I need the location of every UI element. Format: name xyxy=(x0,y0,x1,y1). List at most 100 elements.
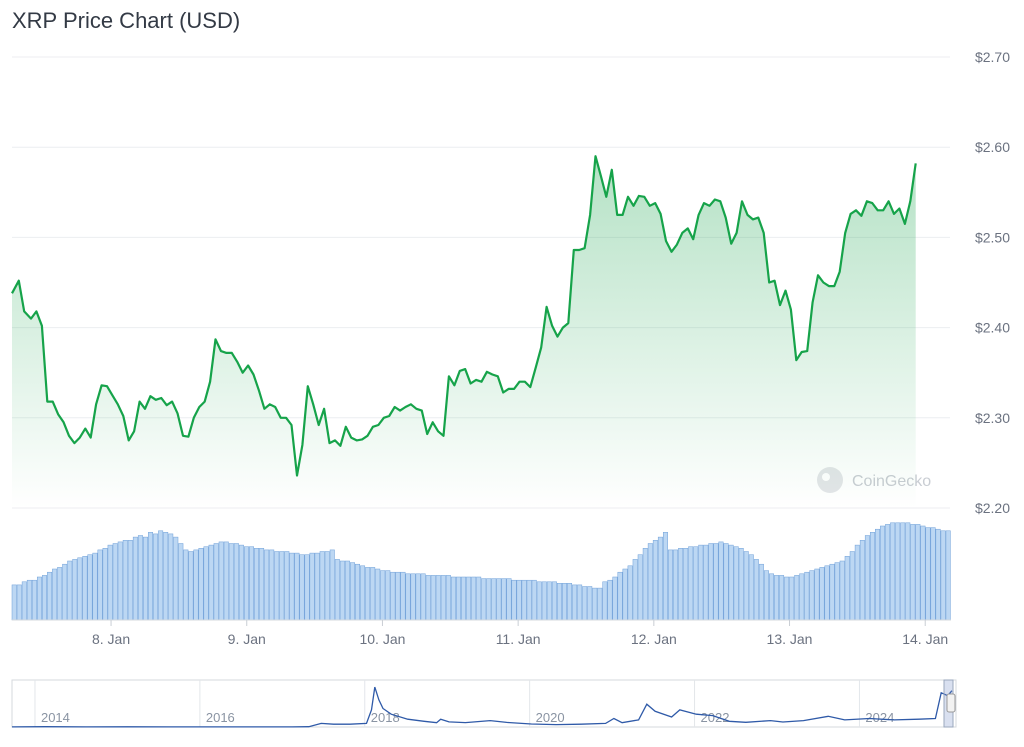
navigator-tick-label: 2024 xyxy=(865,710,894,725)
y-tick-label: $2.70 xyxy=(975,49,1010,65)
volume-bar xyxy=(617,571,623,621)
volume-bar xyxy=(678,548,684,621)
volume-bar xyxy=(673,549,679,621)
x-tick-label: 13. Jan xyxy=(767,631,813,647)
volume-bar xyxy=(511,579,517,621)
volume-bar xyxy=(814,568,820,621)
volume-bar xyxy=(794,575,800,621)
volume-bar xyxy=(486,578,492,621)
volume-bar xyxy=(435,575,441,621)
volume-bar xyxy=(243,546,249,621)
volume-bar xyxy=(395,571,401,621)
volume-bar xyxy=(425,575,431,621)
volume-bar xyxy=(849,551,855,621)
x-tick-label: 12. Jan xyxy=(631,631,677,647)
x-tick-label: 10. Jan xyxy=(359,631,405,647)
volume-bar xyxy=(314,552,320,621)
volume-bar xyxy=(562,583,567,621)
volume-bar xyxy=(779,575,785,621)
x-axis: 8. Jan 9. Jan 10. Jan 11. Jan 12. Jan 13. Jan… xyxy=(12,619,951,647)
y-tick-label: $2.60 xyxy=(975,139,1010,155)
navigator[interactable]: 2014 2016 2018 2020 2022 2024 xyxy=(11,679,957,728)
volume-bar xyxy=(693,546,699,621)
volume-bar xyxy=(213,543,219,621)
volume-bar xyxy=(577,584,583,621)
volume-bar xyxy=(733,546,739,621)
volume-bar xyxy=(254,548,260,621)
navigator-line xyxy=(11,686,953,728)
volume-bar xyxy=(57,567,63,621)
volume-bar xyxy=(319,551,325,621)
volume-bar xyxy=(284,551,290,621)
volume-bar xyxy=(738,548,744,621)
volume-bar xyxy=(36,576,42,621)
volume-bar xyxy=(72,559,78,621)
volume-bar xyxy=(885,524,891,621)
volume-bar xyxy=(607,579,613,621)
volume-bar xyxy=(173,536,179,621)
price-area xyxy=(12,156,916,508)
volume-bar xyxy=(223,541,229,621)
volume-bar xyxy=(743,551,749,621)
volume-bar xyxy=(622,568,628,621)
volume-bar xyxy=(400,571,406,621)
volume-bar xyxy=(799,573,805,621)
volume-bar xyxy=(31,579,37,621)
volume-bar xyxy=(920,525,926,621)
chart-title: XRP Price Chart (USD) xyxy=(12,8,241,33)
volume-bar xyxy=(349,562,355,621)
navigator-handle[interactable] xyxy=(946,693,956,713)
volume-bar xyxy=(294,552,300,621)
x-tick-label: 11. Jan xyxy=(496,631,541,647)
navigator-tick-label: 2014 xyxy=(41,710,70,725)
volume-bar xyxy=(647,543,653,621)
volume-bar xyxy=(819,567,825,621)
volume-bar xyxy=(415,573,421,621)
volume-bar xyxy=(758,563,764,621)
volume-bar xyxy=(385,570,391,621)
volume-bar xyxy=(662,532,668,621)
volume-bar xyxy=(47,571,53,621)
volume-bar xyxy=(875,528,880,621)
volume-bar xyxy=(77,557,83,621)
volume-bar xyxy=(925,527,931,621)
volume-bar xyxy=(450,576,456,621)
volume-bar xyxy=(763,570,769,621)
volume-bar xyxy=(269,549,275,621)
volume-bar xyxy=(728,544,734,621)
volume-bar xyxy=(249,546,254,621)
volume-bar xyxy=(67,560,73,621)
volume-bar xyxy=(708,543,714,621)
volume-bar xyxy=(198,548,204,621)
volume-bar xyxy=(945,530,951,621)
volume-bar xyxy=(456,576,461,621)
volume-bar xyxy=(895,522,901,621)
volume-bar xyxy=(698,544,704,621)
volume-bar xyxy=(501,578,507,621)
volume-bar xyxy=(541,581,547,621)
x-tick-label: 9. Jan xyxy=(228,631,266,647)
volume-bar xyxy=(496,578,502,621)
volume-bar xyxy=(526,579,532,621)
volume-bar xyxy=(107,544,113,621)
price-line xyxy=(11,155,917,477)
volume-bar xyxy=(789,576,795,621)
volume-bar xyxy=(183,549,189,621)
volume-bar xyxy=(582,586,588,621)
volume-bar xyxy=(228,543,234,621)
y-axis: $2.20 $2.30 $2.40 $2.50 $2.60 $2.70 xyxy=(975,49,1010,516)
volume-bar xyxy=(238,544,244,621)
volume-bar xyxy=(274,551,280,621)
volume-bar xyxy=(612,576,618,621)
volume-bar xyxy=(193,549,199,621)
volume-bar xyxy=(491,578,497,621)
volume-bar xyxy=(233,543,239,621)
volume-bar xyxy=(657,536,663,621)
price-line-path xyxy=(11,155,917,477)
volume-bar xyxy=(445,575,451,621)
y-tick-label: $2.40 xyxy=(975,320,1010,336)
volume-bar xyxy=(42,575,47,621)
volume-bar xyxy=(632,559,638,621)
volume-bar xyxy=(117,541,123,621)
